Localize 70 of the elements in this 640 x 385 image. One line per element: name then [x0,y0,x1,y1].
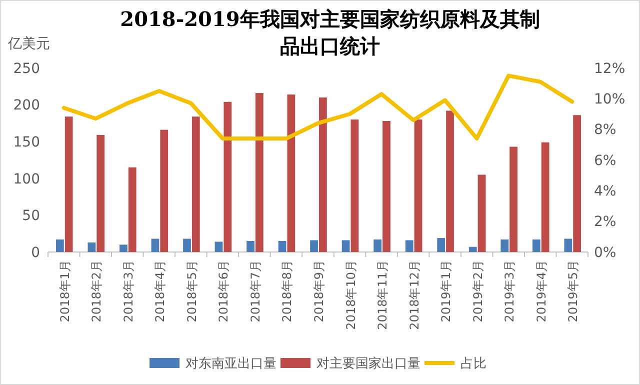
x-tick-label: 2018年10月 [344,260,358,330]
x-tick-label: 2019年3月 [502,260,517,322]
bar [246,240,254,252]
bar [573,115,582,252]
x-tick-label: 2018年1月 [58,260,72,322]
bar [120,244,128,252]
x-tick-label: 2019年4月 [534,260,548,322]
bar [437,238,446,252]
x-tick-label: 2018年7月 [248,260,262,322]
bar [478,174,486,252]
bar [374,239,382,252]
bar [88,242,96,252]
x-tick-label: 2019年5月 [566,260,580,322]
y2-tick-label: 12% [594,60,626,77]
bar [342,240,350,252]
y2-tick-label: 0% [594,244,616,261]
bar [405,240,414,252]
bar [183,238,191,252]
x-tick-label: 2018年8月 [280,260,294,322]
y-tick-label: 100 [13,171,40,188]
x-tick-label: 2018年5月 [184,260,199,322]
x-tick-label: 2018年2月 [90,260,104,322]
y-tick-label: 0 [31,244,40,261]
bar [214,242,223,252]
legend-label: 对东南亚出口量 [186,356,276,372]
bar [510,146,518,252]
bar [350,120,359,252]
bar [64,116,73,252]
line-series [62,74,574,141]
y2-tick-label: 4% [594,184,616,200]
bar [192,116,200,252]
bar [446,110,454,252]
bar [532,239,540,252]
bar [564,238,572,252]
x-tick-label: 2018年6月 [216,260,231,322]
bar [541,142,550,252]
y-tick-label: 50 [22,208,40,224]
bar [468,246,477,252]
y-tick-label: 200 [13,98,40,114]
legend-label: 对主要国家出口量 [316,356,420,372]
x-tick-label: 2018年3月 [121,260,136,322]
x-tick-label: 2018年11月 [376,260,390,330]
x-tick-label: 2018年12月 [407,260,422,330]
bar [414,120,422,252]
bar [255,93,264,252]
y2-tick-label: 8% [594,122,616,138]
bar [310,240,318,252]
y-axis-title: 亿美元 [7,36,50,52]
bar [500,239,509,252]
chart-title: 2018-2019年我国对主要国家纺织原料及其制品出口统计 [120,6,540,60]
y-tick-label: 150 [13,134,40,150]
y2-tick-label: 10% [594,92,626,108]
x-tick-label: 2018年4月 [153,260,168,322]
y-tick-label: 250 [13,60,40,77]
bar [382,120,390,252]
bar [128,167,136,252]
y2-tick-label: 6% [594,152,616,169]
y2-tick-label: 2% [594,214,616,230]
bar [56,239,64,252]
bar [96,134,105,252]
bar [278,240,286,252]
bar [160,130,168,252]
bar [224,102,232,252]
bar [319,97,327,252]
x-tick-label: 2019年2月 [470,260,485,322]
bar [151,238,160,252]
bar [287,94,296,252]
legend-label: 占比 [460,356,486,372]
x-tick-label: 2018年9月 [312,260,326,322]
x-tick-label: 2019年1月 [439,260,454,322]
